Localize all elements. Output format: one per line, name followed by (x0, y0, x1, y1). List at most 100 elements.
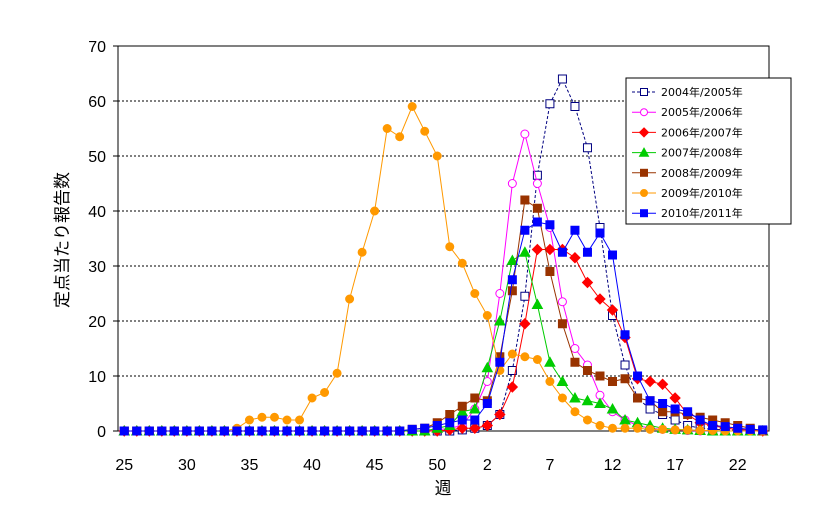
data-point (370, 426, 380, 436)
y-tick-label: 40 (88, 204, 106, 221)
legend-item: 2005年/2006年 (632, 105, 743, 119)
data-point (382, 426, 392, 436)
data-point (620, 330, 630, 340)
data-point (432, 421, 442, 430)
data-point (445, 410, 455, 419)
data-point (569, 391, 581, 403)
data-point (470, 415, 480, 425)
x-tick-label: 30 (178, 457, 196, 474)
data-point (670, 404, 680, 414)
data-point (420, 126, 430, 136)
data-point (695, 425, 705, 435)
data-point (307, 393, 317, 403)
x-tick-label: 35 (241, 457, 259, 474)
data-point (545, 267, 555, 276)
y-tick-label: 30 (88, 259, 106, 276)
data-point (507, 366, 517, 375)
data-point (620, 374, 630, 384)
data-point (658, 399, 668, 408)
data-point (469, 422, 481, 434)
data-point (244, 426, 254, 436)
data-point (633, 371, 643, 381)
data-point (493, 314, 506, 326)
legend-item: 2008年/2009年 (632, 166, 743, 180)
data-point (556, 375, 569, 386)
data-point (532, 203, 542, 213)
data-point (670, 425, 680, 435)
data-point (257, 412, 267, 422)
legend-item: 2007年/2008年 (632, 146, 743, 160)
data-point (407, 102, 417, 111)
x-tick-label: 45 (366, 457, 384, 474)
data-point (219, 426, 229, 436)
data-point (456, 422, 468, 434)
data-point (332, 426, 342, 436)
data-point (595, 371, 605, 381)
plot-area-border (117, 45, 770, 432)
data-point (695, 415, 705, 425)
series-line (124, 221, 763, 432)
legend-marker (638, 127, 650, 138)
data-point (332, 368, 342, 378)
data-point (570, 102, 580, 111)
legend-marker (640, 88, 648, 96)
data-point (532, 217, 542, 227)
legend-label: 2010年/2011年 (661, 206, 743, 220)
data-point (494, 408, 506, 421)
data-point (307, 426, 317, 436)
y-axis-tick-labels: 0 10 20 30 40 50 60 70 (88, 39, 106, 441)
data-point (481, 419, 494, 432)
x-tick-label: 40 (303, 457, 321, 474)
data-point (594, 397, 606, 408)
data-point (570, 407, 580, 417)
legend-marker (638, 147, 650, 157)
data-point (570, 225, 580, 235)
data-point (320, 388, 330, 397)
data-point (582, 143, 592, 153)
legend-marker (640, 108, 648, 117)
data-point (658, 407, 668, 417)
data-point (620, 360, 630, 370)
legend-label: 2005年/2006年 (661, 105, 743, 119)
data-point (295, 415, 305, 425)
data-point (557, 74, 567, 84)
data-point (169, 426, 179, 436)
legend-marker (640, 189, 648, 197)
data-point (157, 426, 167, 436)
data-point (545, 377, 555, 386)
data-point (520, 225, 530, 235)
y-tick-label: 50 (88, 149, 106, 166)
data-point (669, 392, 681, 404)
horizontal-gridlines (118, 100, 769, 377)
data-point (758, 425, 768, 435)
data-point (656, 378, 669, 390)
data-point (645, 424, 655, 434)
legend-item: 2006年/2007年 (632, 125, 743, 139)
data-point (545, 99, 555, 109)
data-point (570, 344, 580, 353)
data-point (520, 195, 530, 205)
data-point (132, 426, 142, 436)
data-point (545, 220, 555, 230)
y-tick-label: 70 (88, 39, 106, 56)
legend-item: 2009年/2010年 (632, 186, 743, 200)
x-tick-label: 12 (604, 457, 622, 474)
data-point (232, 426, 242, 436)
y-tick-label: 0 (97, 424, 106, 441)
data-point (395, 132, 405, 142)
y-tick-label: 60 (88, 94, 106, 111)
data-point (557, 393, 567, 403)
data-point (468, 402, 481, 414)
legend-marker (640, 168, 648, 177)
x-tick-label: 25 (115, 457, 133, 474)
data-point (544, 243, 556, 256)
data-point (420, 423, 430, 433)
data-point (182, 426, 192, 436)
data-point (357, 426, 367, 436)
y-tick-label: 10 (88, 369, 106, 386)
data-point (683, 425, 693, 435)
data-point (683, 407, 693, 417)
x-tick-label: 22 (729, 457, 747, 474)
data-point (520, 129, 530, 139)
data-point (595, 228, 605, 238)
